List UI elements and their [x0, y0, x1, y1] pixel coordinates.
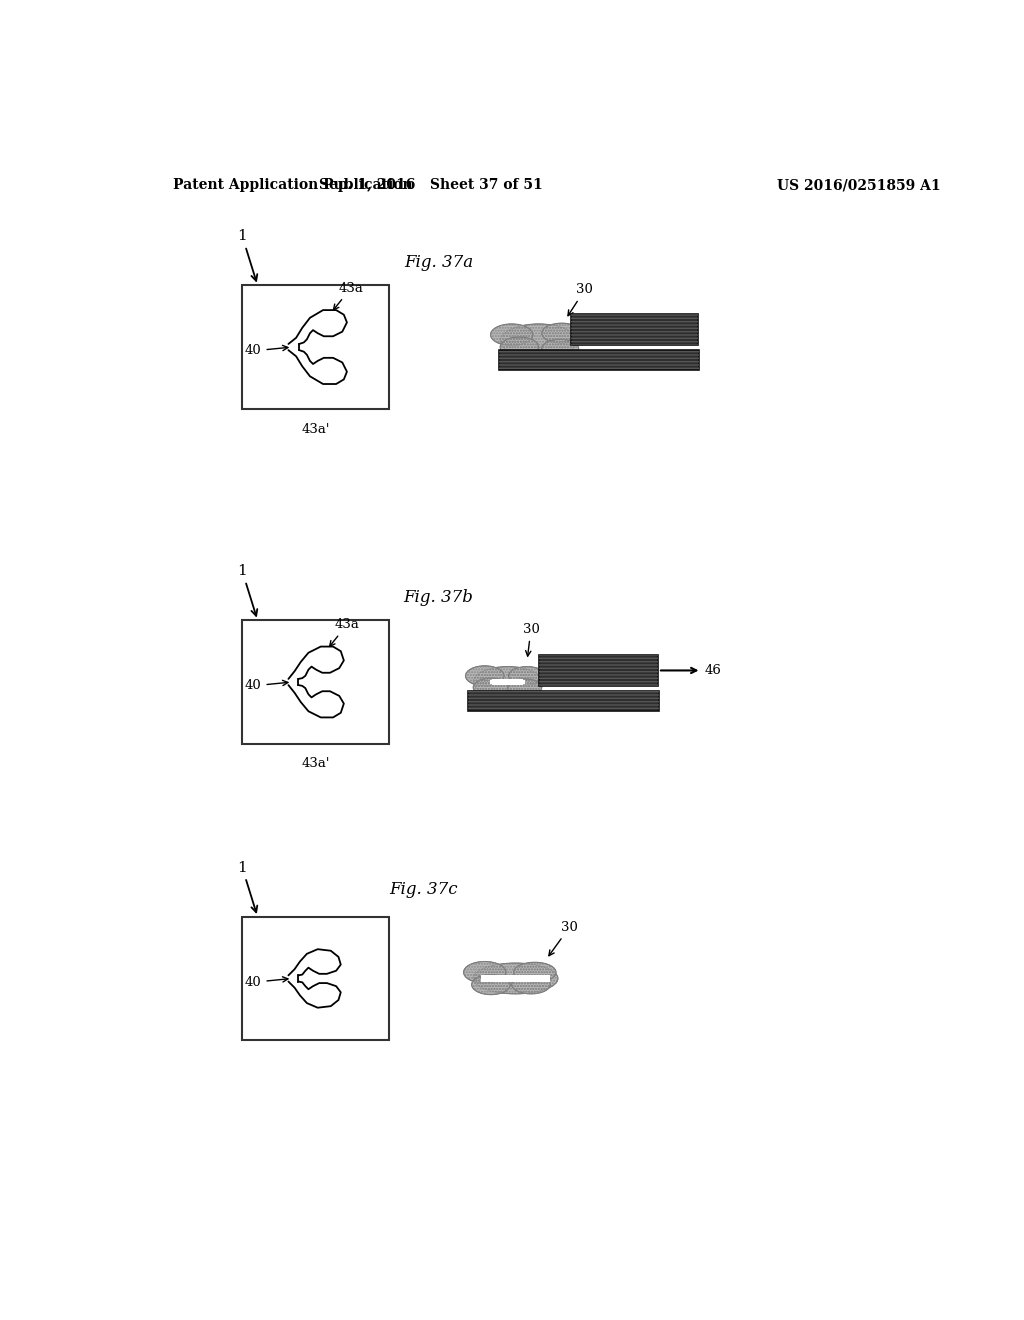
Text: 46: 46 [660, 664, 721, 677]
Text: 30: 30 [568, 284, 593, 315]
Bar [539, 655, 658, 686]
Ellipse shape [500, 323, 578, 358]
Ellipse shape [514, 962, 556, 982]
Bar [493, 678, 523, 685]
Text: 43a: 43a [334, 281, 364, 310]
Bar [243, 620, 388, 743]
Text: Patent Application Publication: Patent Application Publication [173, 178, 413, 193]
Text: Fig. 37a: Fig. 37a [404, 253, 473, 271]
Text: US 2016/0251859 A1: US 2016/0251859 A1 [777, 178, 941, 193]
Ellipse shape [512, 975, 550, 994]
Text: 40: 40 [245, 975, 288, 989]
Bar [539, 655, 658, 686]
Bar [468, 692, 658, 711]
Text: 40: 40 [245, 345, 288, 358]
Text: 1: 1 [238, 861, 257, 912]
Ellipse shape [508, 678, 542, 696]
Text: 1: 1 [238, 230, 257, 281]
Text: 40: 40 [245, 680, 288, 693]
Bar [571, 314, 698, 345]
Bar [499, 350, 698, 370]
Text: Sep. 1, 2016   Sheet 37 of 51: Sep. 1, 2016 Sheet 37 of 51 [319, 178, 543, 193]
Ellipse shape [542, 323, 582, 343]
Ellipse shape [490, 323, 532, 346]
Ellipse shape [472, 974, 510, 995]
Ellipse shape [473, 678, 509, 697]
Bar [571, 314, 698, 345]
Bar [243, 285, 388, 409]
Ellipse shape [464, 961, 506, 983]
Bar [243, 917, 388, 1040]
Text: 43a': 43a' [301, 422, 330, 436]
Ellipse shape [473, 964, 558, 994]
Ellipse shape [466, 665, 504, 686]
Bar [499, 350, 698, 370]
Ellipse shape [542, 339, 579, 358]
Bar [468, 692, 658, 711]
Text: Fig. 37c: Fig. 37c [389, 882, 458, 899]
Text: 43a': 43a' [301, 758, 330, 771]
Text: Fig. 37b: Fig. 37b [403, 589, 473, 606]
Ellipse shape [500, 337, 539, 358]
Text: 30: 30 [549, 921, 578, 956]
Ellipse shape [473, 667, 543, 697]
Text: 1: 1 [238, 564, 257, 616]
Text: 30: 30 [522, 623, 540, 656]
Text: 43a: 43a [330, 618, 359, 647]
Ellipse shape [509, 667, 546, 685]
Bar [481, 974, 550, 982]
